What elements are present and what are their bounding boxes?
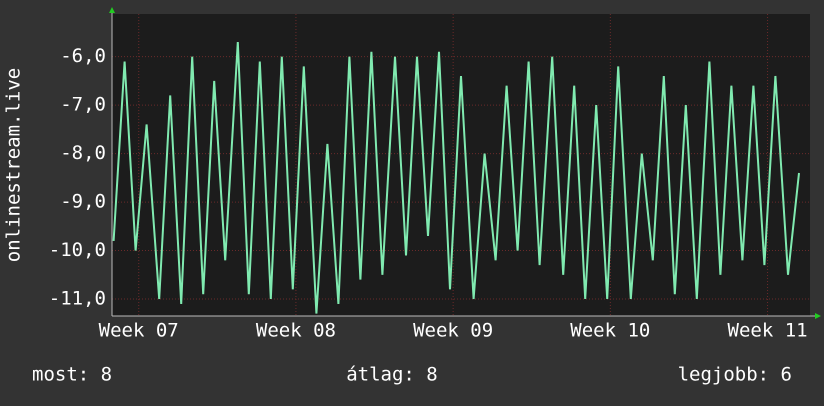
y-axis-label: onlinestream.live <box>3 68 25 262</box>
y-tick-label: -9,0 <box>60 191 106 213</box>
marks <box>112 14 810 316</box>
x-tick-label: Week 09 <box>413 320 493 342</box>
plot-area <box>112 14 810 316</box>
stat-best: legjobb: 6 <box>678 364 792 386</box>
y-tick-label: -11,0 <box>49 288 106 310</box>
y-tick-label: -6,0 <box>60 45 106 67</box>
y-tick-label: -10,0 <box>49 239 106 261</box>
y-tick-label: -7,0 <box>60 94 106 116</box>
stat-current: most: 8 <box>32 364 112 386</box>
y-tick-label: -8,0 <box>60 142 106 164</box>
data-line <box>112 42 800 314</box>
x-tick-label: Week 11 <box>728 320 808 342</box>
x-tick-label: Week 07 <box>99 320 179 342</box>
x-arrow <box>815 313 821 319</box>
y-arrow <box>109 7 115 13</box>
x-tick-label: Week 08 <box>256 320 336 342</box>
stat-average: átlag: 8 <box>346 364 438 386</box>
x-tick-label: Week 10 <box>570 320 650 342</box>
